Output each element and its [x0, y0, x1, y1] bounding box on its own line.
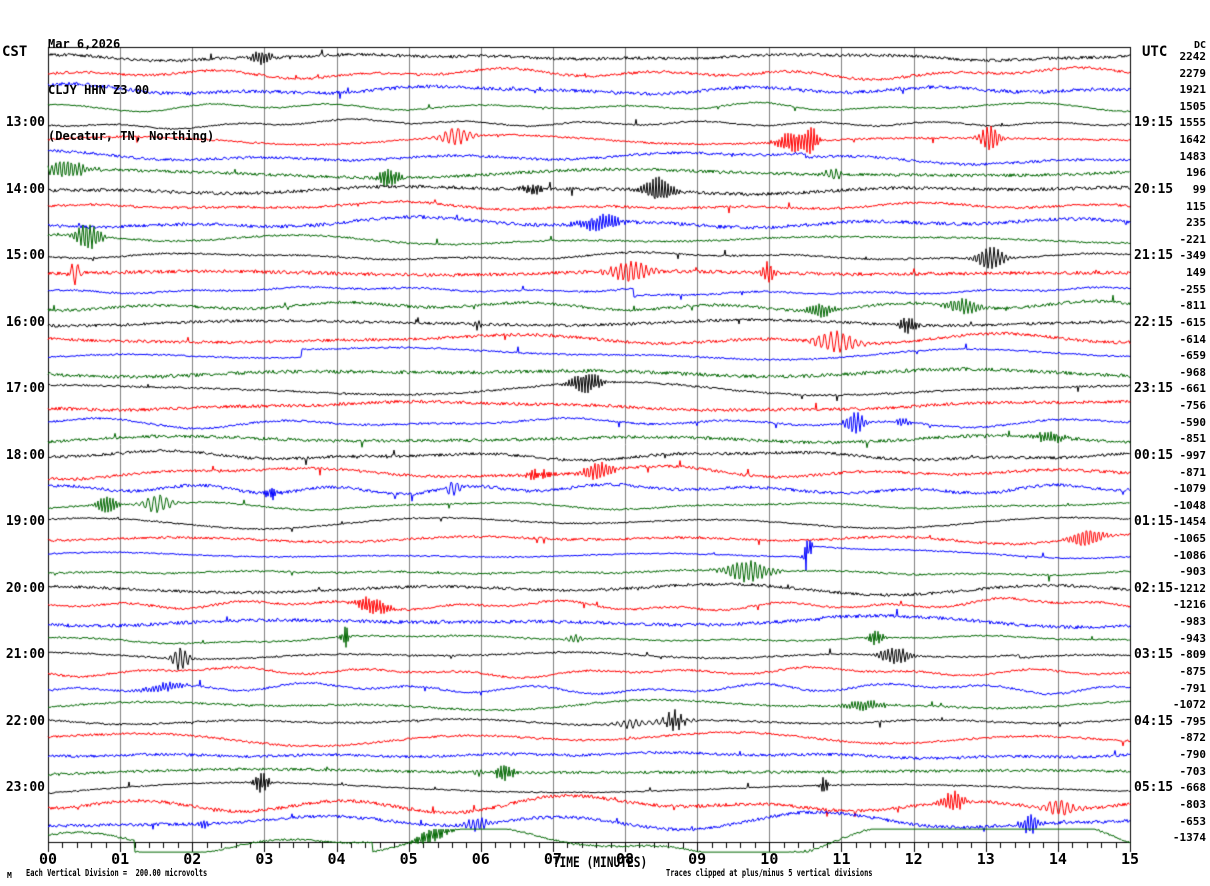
dc-value: -659	[1179, 349, 1207, 363]
dc-value: -661	[1179, 382, 1207, 396]
dc-value: 1555	[1179, 116, 1207, 130]
minute-tick-label: 13	[976, 850, 995, 868]
dc-value: -875	[1179, 664, 1207, 678]
dc-value: 235	[1186, 216, 1206, 230]
dc-value: -1086	[1172, 548, 1206, 562]
minute-tick-label: 15	[1120, 850, 1140, 868]
dc-value: -653	[1179, 814, 1207, 828]
dc-value: -703	[1179, 764, 1207, 778]
dc-value: 196	[1186, 166, 1206, 180]
header-station: CLJY HHN Z3 00	[48, 83, 150, 97]
dc-value: -968	[1179, 365, 1207, 379]
dc-value: -255	[1179, 282, 1207, 296]
dc-value: -1216	[1172, 598, 1206, 612]
cst-hour-label: 15:00	[5, 248, 45, 264]
header-location: (Decatur, TN, Northing)	[48, 129, 215, 143]
left-axis-label: CST	[2, 44, 28, 60]
cst-hour-label: 17:00	[5, 381, 45, 397]
dc-value: -1454	[1172, 515, 1206, 529]
dc-value: 1921	[1179, 83, 1207, 97]
dc-value: -983	[1179, 615, 1207, 629]
dc-value: -1374	[1172, 831, 1206, 845]
dc-value: 149	[1186, 266, 1206, 280]
minute-tick-label: 10	[760, 850, 779, 868]
minute-tick-label: 03	[255, 850, 274, 868]
dc-value: 1642	[1179, 133, 1207, 147]
right-axis-label: UTC	[1142, 44, 1168, 60]
cst-hour-label: 13:00	[5, 115, 45, 131]
cst-hour-label: 23:00	[5, 780, 45, 796]
minute-tick-label: 04	[327, 850, 346, 868]
watermark-glyph: M	[7, 871, 12, 880]
minute-tick-label: 12	[904, 850, 923, 868]
minute-tick-label: 09	[688, 850, 707, 868]
header: Mar 6,2026 CLJY HHN Z3 00 (Decatur, TN, …	[48, 5, 214, 175]
dc-value: -1212	[1172, 581, 1206, 595]
dc-value: -803	[1179, 797, 1207, 811]
header-date: Mar 6,2026	[48, 37, 121, 51]
utc-hour-label: 04:15	[1134, 713, 1174, 729]
dc-value: 1483	[1179, 149, 1207, 163]
utc-hour-label: 00:15	[1134, 447, 1174, 463]
dc-value: -943	[1179, 631, 1207, 645]
cst-hour-label: 22:00	[5, 713, 45, 729]
dc-value: -795	[1179, 714, 1207, 728]
minute-tick-label: 11	[832, 850, 851, 868]
cst-hour-label: 14:00	[5, 181, 45, 197]
dc-value: -349	[1179, 249, 1207, 263]
minute-tick-label: 06	[471, 850, 490, 868]
utc-hour-label: 19:15	[1134, 115, 1174, 131]
cst-hour-label: 19:00	[5, 514, 45, 530]
dc-value: -1072	[1172, 698, 1206, 712]
minute-tick-label: 07	[543, 850, 562, 868]
dc-value: -872	[1179, 731, 1207, 745]
dc-column-label: DC	[1193, 40, 1206, 51]
dc-value: -615	[1179, 315, 1207, 329]
dc-value: -614	[1179, 332, 1207, 346]
dc-value: -791	[1179, 681, 1207, 695]
dc-value: -1065	[1172, 531, 1206, 545]
dc-value: 115	[1186, 199, 1206, 213]
utc-hour-label: 23:15	[1134, 381, 1174, 397]
utc-hour-label: 03:15	[1134, 647, 1174, 663]
dc-value: 99	[1192, 182, 1206, 196]
dc-value: -590	[1179, 415, 1207, 429]
footer-clip-note: Traces clipped at plus/minus 5 vertical …	[666, 868, 873, 879]
dc-value: 2279	[1179, 66, 1207, 80]
dc-value: -221	[1179, 232, 1207, 246]
utc-hour-label: 01:15	[1134, 514, 1174, 530]
dc-value: -809	[1179, 648, 1207, 662]
dc-value: -790	[1179, 748, 1207, 762]
dc-value: 1505	[1179, 99, 1207, 113]
minute-tick-label: 08	[616, 850, 635, 868]
dc-value: -1048	[1172, 498, 1206, 512]
dc-value: -871	[1179, 465, 1207, 479]
dc-value: 2242	[1179, 50, 1207, 63]
utc-hour-label: 02:15	[1134, 580, 1174, 596]
dc-value: -1079	[1172, 482, 1206, 496]
dc-value: -811	[1179, 299, 1207, 313]
dc-value: -997	[1179, 448, 1207, 462]
footer-scale-note: Each Vertical Division = 200.00 microvol…	[26, 868, 208, 879]
minute-tick-label: 14	[1048, 850, 1067, 868]
cst-hour-label: 21:00	[5, 647, 45, 663]
minute-tick-label: 02	[183, 850, 202, 868]
cst-hour-label: 18:00	[5, 447, 45, 463]
x-axis-title: TIME (MINUTES)	[552, 855, 648, 871]
cst-hour-label: 20:00	[5, 580, 45, 596]
dc-value: -756	[1179, 399, 1207, 413]
minute-tick-label: 01	[111, 850, 130, 868]
utc-hour-label: 21:15	[1134, 248, 1174, 264]
minute-tick-label: 00	[38, 850, 58, 868]
utc-hour-label: 22:15	[1134, 314, 1174, 330]
cst-hour-label: 16:00	[5, 314, 45, 330]
minute-tick-label: 05	[399, 850, 418, 868]
utc-hour-label: 20:15	[1134, 181, 1174, 197]
utc-hour-label: 05:15	[1134, 780, 1174, 796]
dc-value: -903	[1179, 565, 1207, 579]
dc-value: -851	[1179, 432, 1207, 446]
dc-value: -668	[1179, 781, 1207, 795]
